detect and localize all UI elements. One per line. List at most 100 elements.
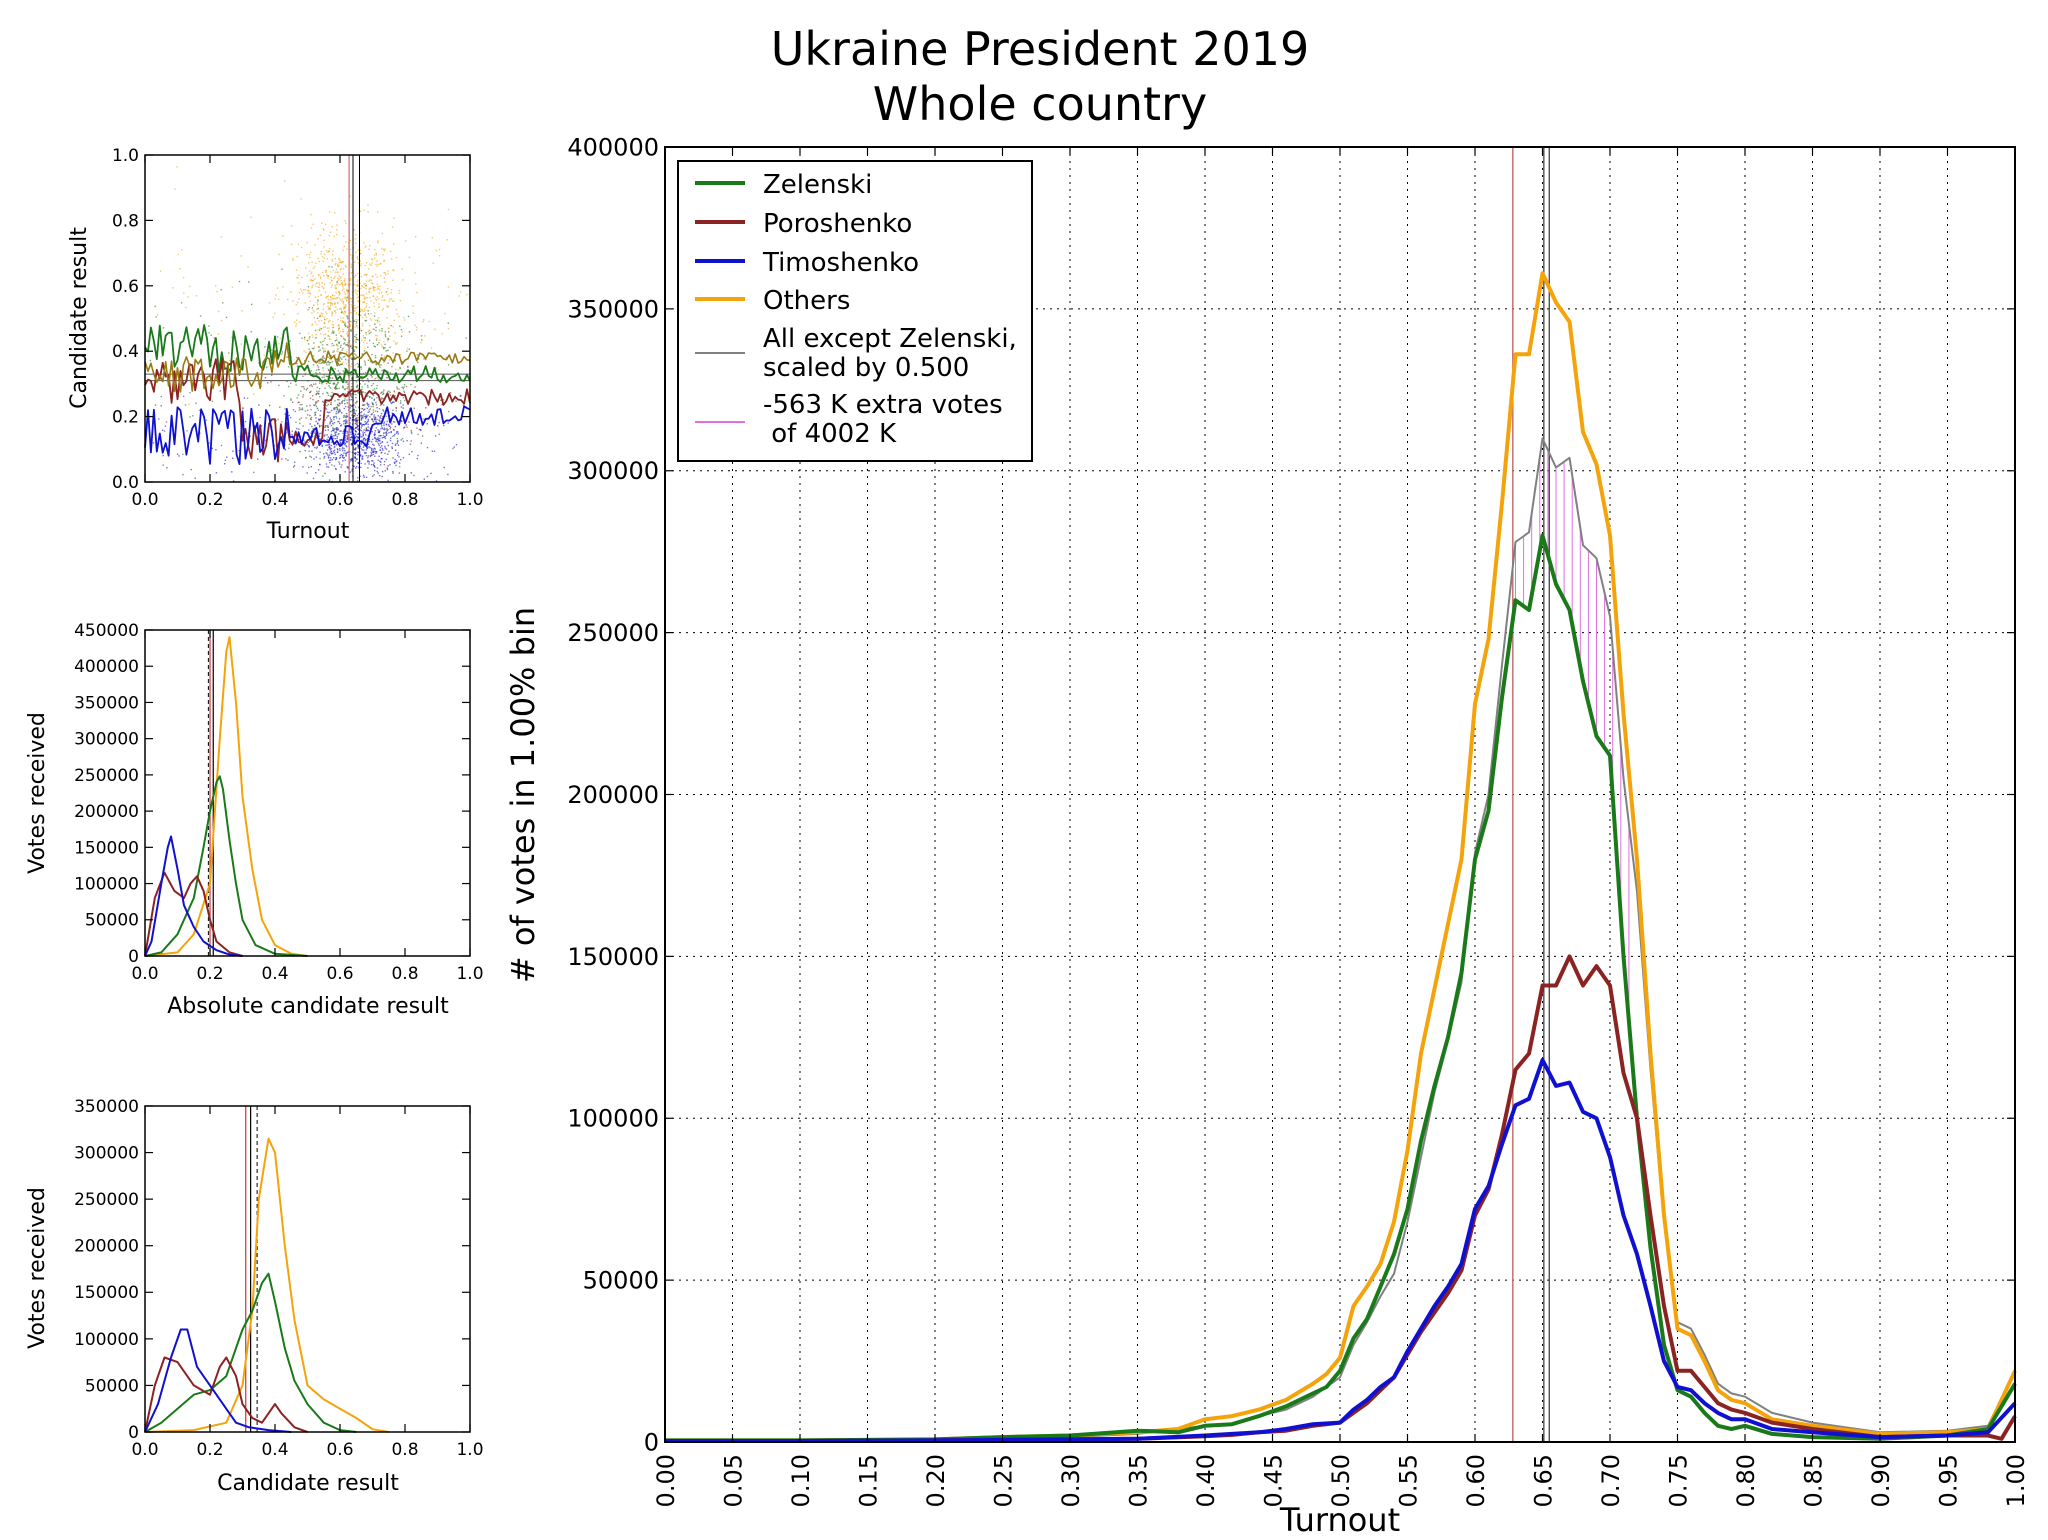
scatter-point — [394, 332, 396, 334]
scatter-point — [356, 312, 358, 314]
scatter-point — [342, 356, 345, 358]
scatter-point — [298, 418, 301, 421]
scatter-point — [375, 438, 377, 440]
scatter-point — [375, 404, 378, 406]
scatter-point — [371, 402, 373, 404]
scatter-point — [338, 294, 340, 296]
scatter-point — [342, 449, 344, 452]
scatter-point — [342, 361, 344, 363]
scatter-point — [330, 459, 332, 461]
scatter-point — [394, 458, 396, 461]
scatter-point — [311, 279, 313, 282]
scatter-point — [376, 319, 379, 321]
scatter-point — [308, 466, 310, 469]
scatter-point — [291, 430, 293, 432]
scatter-point — [387, 270, 389, 272]
scatter-point — [376, 418, 378, 421]
scatter-point — [359, 377, 361, 380]
scatter-point — [334, 276, 336, 278]
x-tick-label: 0.6 — [326, 964, 353, 984]
scatter-point — [332, 382, 335, 385]
scatter-point — [286, 356, 288, 358]
scatter-point — [376, 276, 378, 278]
scatter-point — [319, 276, 322, 278]
scatter-point — [319, 438, 321, 440]
scatter-point — [338, 308, 341, 310]
scatter-point — [331, 332, 333, 334]
scatter-point — [349, 388, 351, 390]
scatter-point — [346, 387, 348, 390]
scatter-point — [238, 280, 241, 283]
x-tick-label: 0.80 — [1732, 1454, 1760, 1507]
scatter-point — [350, 433, 352, 436]
scatter-point — [154, 404, 157, 406]
scatter-point — [268, 404, 271, 407]
scatter-point — [362, 474, 365, 477]
scatter-point — [370, 360, 372, 363]
scatter-point — [184, 404, 187, 406]
scatter-point — [367, 460, 369, 462]
scatter-point — [344, 355, 346, 358]
scatter-point — [384, 281, 386, 283]
scatter-point — [387, 465, 389, 467]
scatter-point — [345, 344, 347, 346]
scatter-point — [315, 393, 318, 395]
scatter-point — [323, 404, 325, 406]
scatter-point — [365, 421, 368, 424]
scatter-point — [364, 440, 367, 442]
scatter-point — [342, 312, 345, 314]
scatter-point — [356, 297, 358, 299]
scatter-point — [318, 289, 320, 292]
scatter-point — [359, 210, 362, 212]
scatter-point — [392, 401, 394, 404]
scatter-point — [185, 306, 187, 309]
scatter-point — [345, 325, 347, 328]
scatter-point — [357, 385, 359, 387]
scatter-point — [359, 454, 362, 457]
scatter-point — [377, 263, 379, 266]
scatter-point — [326, 327, 328, 329]
scatter-point — [411, 432, 413, 435]
scatter-point — [354, 429, 356, 432]
scatter-point — [336, 280, 339, 282]
scatter-point — [343, 395, 345, 398]
scatter-point — [329, 377, 332, 379]
scatter-point — [430, 472, 432, 475]
scatter-point — [318, 432, 321, 435]
scatter-point — [292, 466, 295, 468]
scatter-point — [265, 366, 268, 369]
scatter-point — [358, 413, 360, 415]
scatter-point — [392, 428, 395, 431]
scatter-point — [462, 404, 465, 406]
scatter-point — [373, 474, 375, 476]
y-tick-label: 200000 — [567, 781, 659, 809]
scatter-point — [374, 450, 376, 453]
scatter-point — [322, 475, 324, 477]
scatter-point — [327, 424, 329, 427]
scatter-point — [308, 446, 310, 448]
scatter-point — [315, 405, 318, 408]
scatter-point — [333, 451, 336, 454]
scatter-point — [363, 409, 365, 411]
scatter-point — [369, 454, 372, 457]
scatter-point — [356, 419, 358, 421]
scatter-point — [302, 292, 304, 294]
scatter-point — [333, 446, 336, 449]
scatter-point — [378, 379, 380, 381]
scatter-point — [344, 398, 346, 400]
scatter-point — [321, 445, 323, 447]
scatter-point — [371, 431, 373, 433]
scatter-point — [345, 405, 347, 408]
scatter-point — [346, 441, 349, 443]
scatter-point — [355, 452, 357, 455]
scatter-point — [340, 267, 342, 270]
scatter-point — [303, 289, 305, 291]
scatter-point — [364, 313, 367, 315]
scatter-point — [342, 454, 344, 457]
scatter-point — [354, 305, 356, 307]
scatter-point — [365, 273, 367, 276]
scatter-point — [342, 460, 344, 462]
scatter-point — [316, 282, 318, 284]
scatter-point — [317, 409, 319, 411]
scatter-point — [337, 318, 339, 321]
